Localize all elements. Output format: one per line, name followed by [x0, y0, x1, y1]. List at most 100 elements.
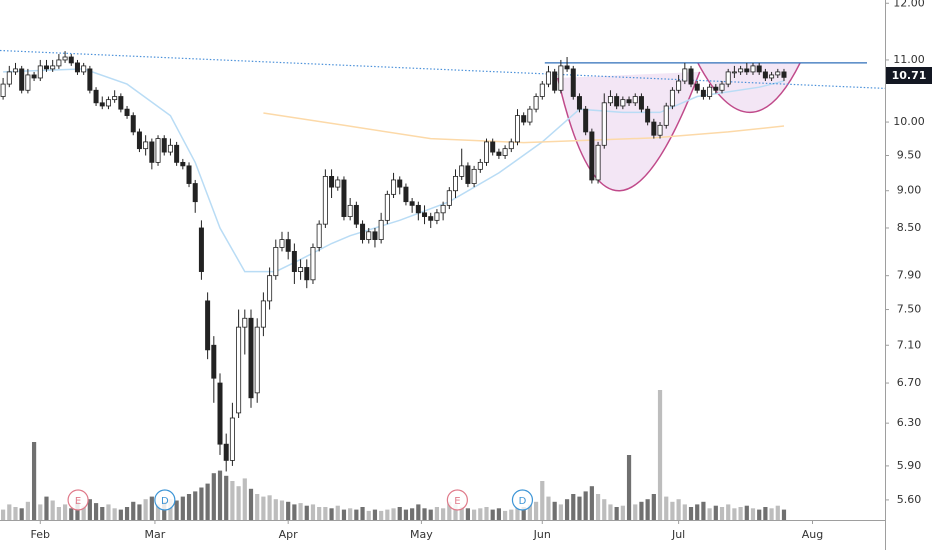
x-tick-label: Apr	[279, 528, 299, 541]
volume-bar	[81, 505, 86, 520]
volume-bar	[7, 504, 12, 520]
pattern-curve	[697, 62, 801, 114]
candle-body	[750, 65, 756, 73]
x-tick-label: May	[410, 528, 433, 541]
volume-bar	[453, 504, 458, 520]
volume-bar	[341, 509, 347, 520]
volume-bar	[713, 505, 718, 520]
volume-bar	[248, 488, 254, 520]
volume-bar	[502, 510, 508, 520]
volume-bar	[87, 499, 92, 520]
volume-bar	[93, 503, 99, 520]
volume-bar	[645, 499, 650, 520]
volume-bar	[317, 507, 322, 520]
candle-body	[459, 165, 465, 177]
volume-bar	[403, 509, 409, 520]
candle-body	[366, 231, 372, 240]
candle-body	[291, 250, 297, 272]
candle-body	[527, 108, 533, 123]
candle-body	[149, 141, 155, 163]
event-label: D	[161, 496, 169, 507]
candle-body	[651, 121, 657, 136]
candle-body	[713, 86, 719, 91]
y-tick-label: 12.00	[893, 0, 925, 9]
candle-body	[6, 71, 12, 85]
volume-bar	[168, 499, 173, 520]
volume-bar	[242, 478, 247, 520]
volume-bar	[719, 507, 725, 520]
candle-body	[620, 99, 626, 107]
volume-bar	[682, 504, 687, 520]
y-tick-label: 10.00	[893, 115, 925, 128]
volume-bar	[670, 501, 675, 520]
candle-body	[223, 443, 229, 461]
candle-body	[477, 161, 483, 170]
candle-body	[360, 223, 366, 240]
volume-bar	[571, 494, 576, 520]
candle-body	[384, 193, 390, 221]
volume-bar	[707, 508, 712, 520]
volume-bar	[19, 508, 24, 520]
volume-bar	[69, 508, 74, 520]
volume-bar	[701, 501, 706, 520]
candle-body	[0, 83, 6, 97]
volume-bar	[484, 507, 489, 520]
volume-bar	[217, 470, 223, 520]
candle-body	[434, 212, 440, 221]
volume-bar	[509, 509, 514, 520]
candle-body	[638, 96, 644, 110]
volume-bar	[738, 507, 743, 520]
volume-bar	[100, 507, 105, 520]
y-tick-label: 5.60	[897, 493, 922, 506]
candle-body	[607, 96, 613, 104]
volume-bar	[546, 496, 551, 520]
volume-bar	[595, 494, 601, 520]
candle-body	[453, 175, 459, 192]
volume-bar	[162, 501, 167, 520]
candle-body	[87, 68, 93, 91]
volume-bar	[620, 505, 625, 520]
volume-bar	[366, 510, 371, 520]
last-price-label: 10.71	[892, 69, 927, 82]
candle-body	[645, 108, 651, 123]
event-marker	[154, 489, 176, 511]
volume-bar	[577, 496, 582, 520]
volume-bar	[13, 507, 18, 520]
candle-body	[440, 204, 446, 214]
candle-body	[415, 204, 421, 214]
candle-body	[372, 231, 378, 240]
candle-body	[236, 326, 242, 414]
volume-bar	[180, 496, 185, 520]
candle-body	[533, 96, 539, 110]
volume-bar	[211, 473, 216, 520]
candle-body	[279, 239, 285, 248]
volume-bar	[626, 455, 632, 520]
candle-body	[378, 219, 384, 240]
candle-body	[322, 175, 328, 225]
y-tick-label: 6.70	[897, 376, 922, 389]
volume-bar	[279, 500, 285, 520]
candle-body	[186, 165, 192, 184]
volume-bar	[31, 442, 37, 520]
event-marker	[67, 489, 89, 511]
volume-bar	[124, 507, 130, 520]
candle-body	[595, 144, 601, 181]
candle-body	[496, 151, 502, 156]
volume-bar	[286, 501, 291, 520]
candle-body	[155, 138, 161, 163]
candle-body	[99, 102, 105, 107]
candle-body	[242, 317, 248, 328]
volume-bar	[527, 504, 532, 520]
candle-body	[583, 108, 589, 133]
volume-bar	[695, 504, 700, 520]
candle-body	[112, 96, 118, 101]
candle-body	[273, 247, 279, 277]
candle-body	[74, 62, 80, 73]
y-tick-label: 7.90	[897, 269, 922, 282]
volume-bar	[62, 504, 68, 520]
y-tick-label: 9.50	[897, 148, 922, 161]
volume-bar	[261, 496, 266, 520]
volume-bar	[323, 507, 328, 520]
volume-bar	[441, 508, 446, 520]
